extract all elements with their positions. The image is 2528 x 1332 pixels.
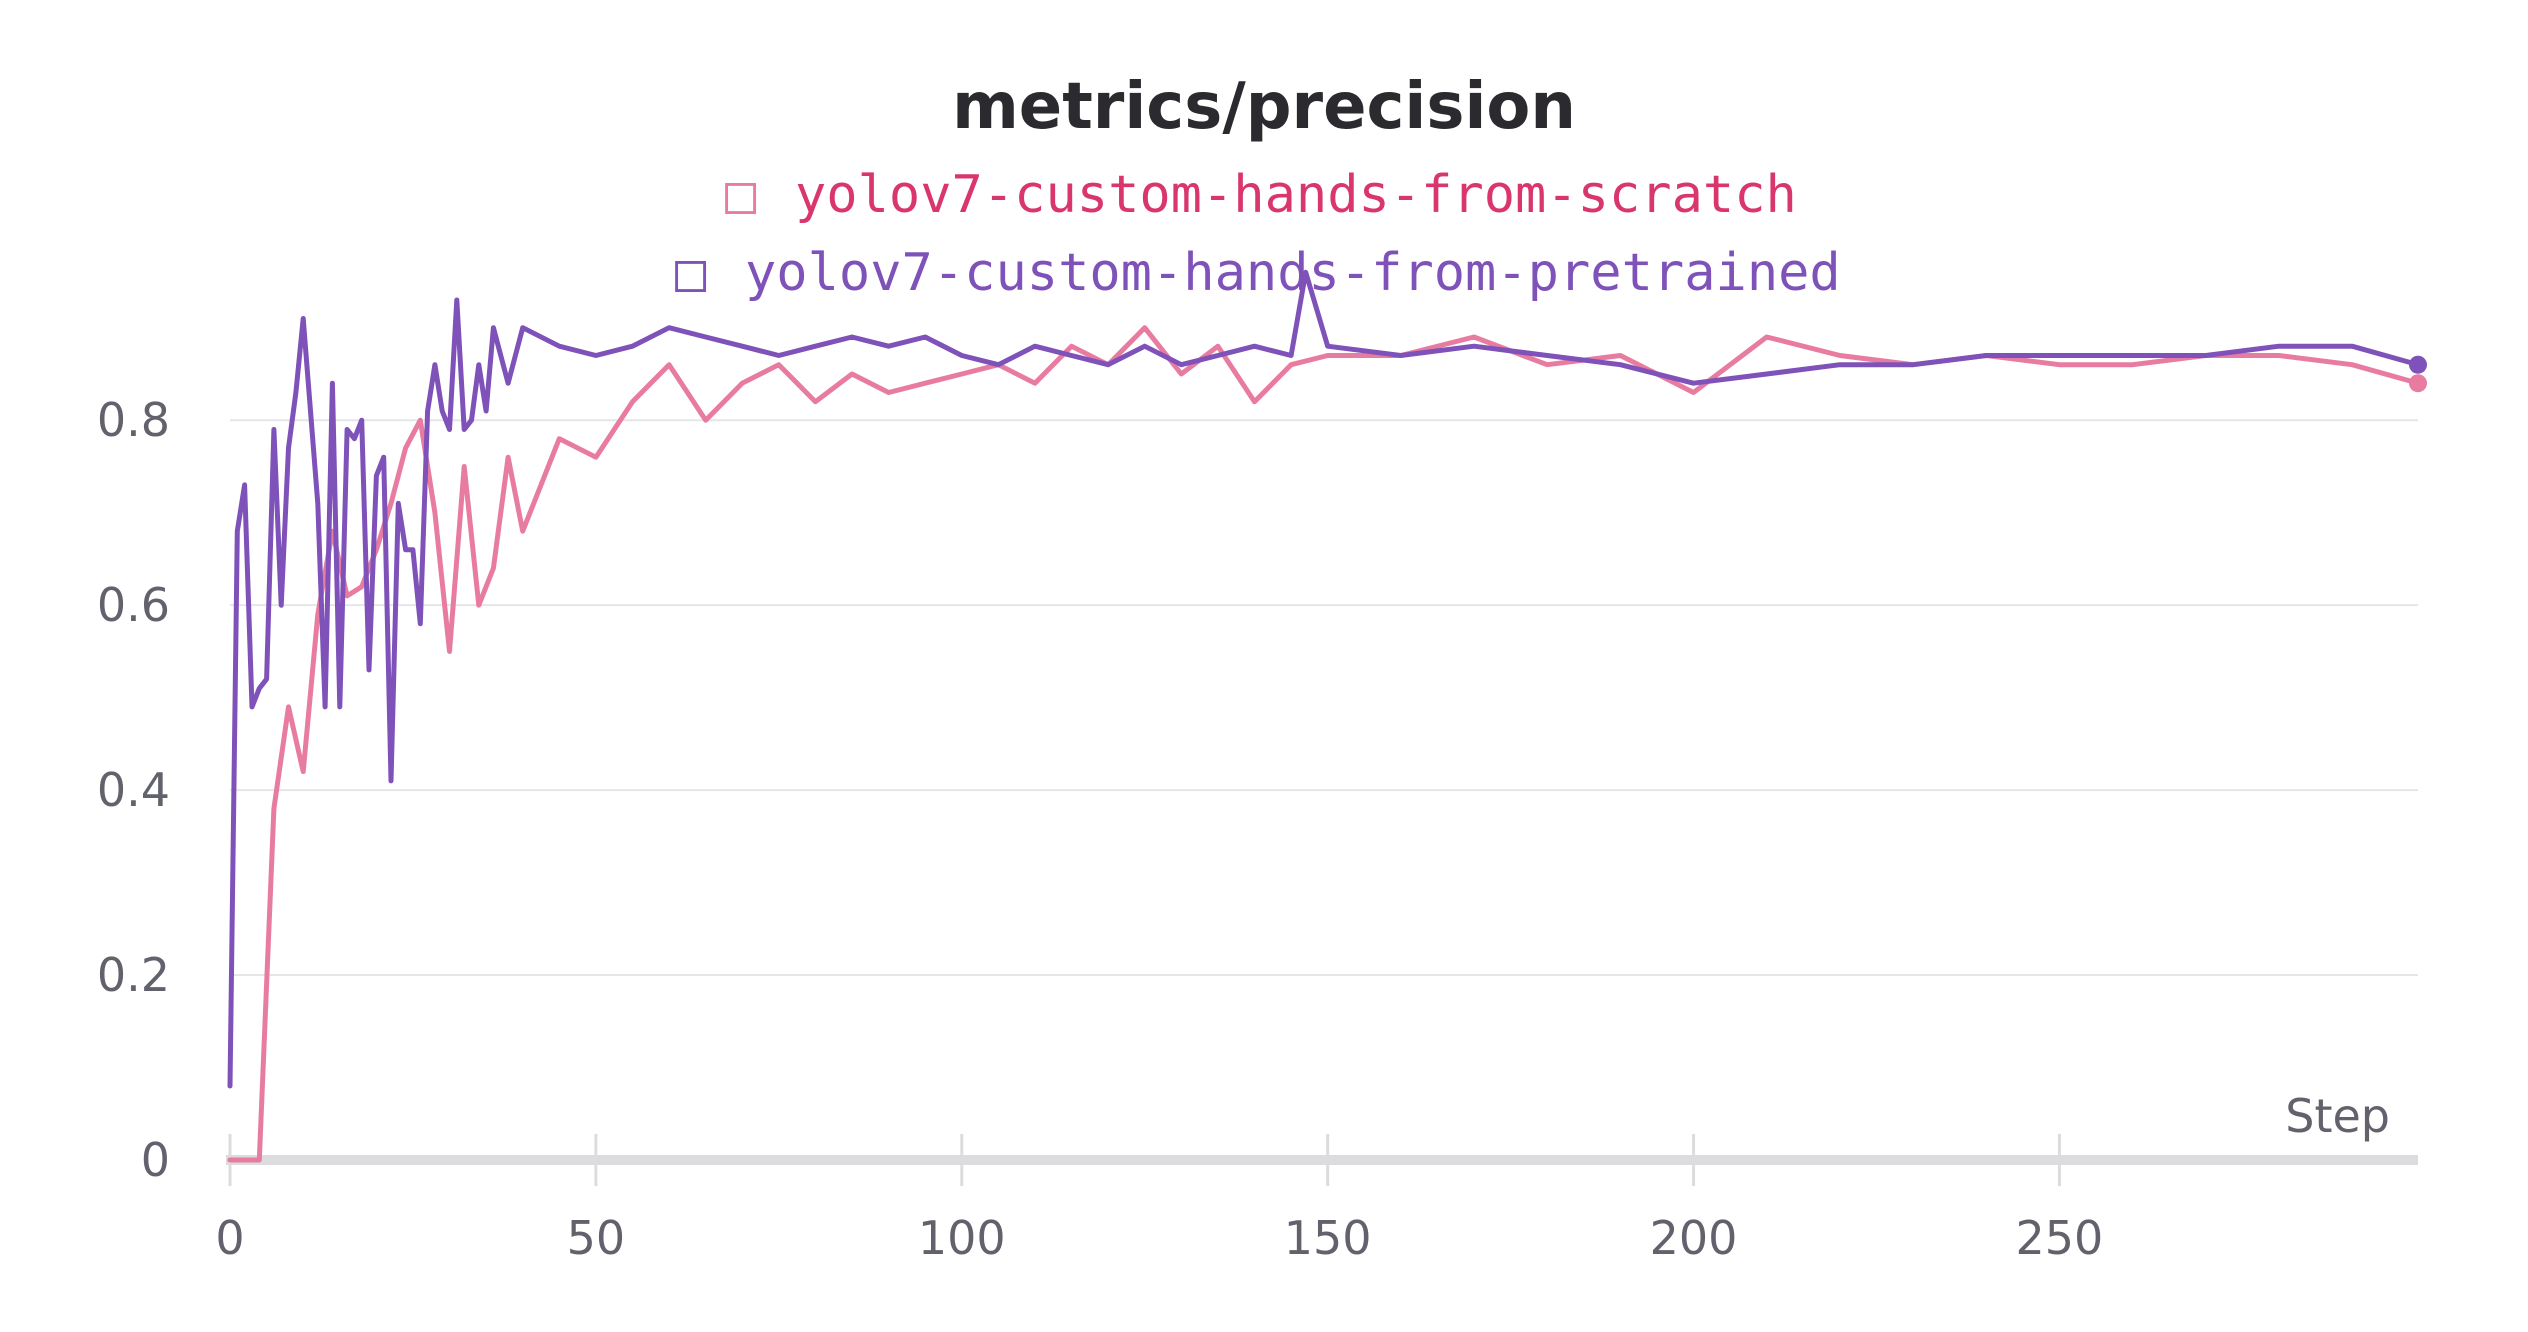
- x-axis-label: Step: [2285, 1089, 2390, 1143]
- legend-marker-pretrained-icon: □: [675, 243, 707, 303]
- series-line-scratch[interactable]: [227, 325, 2421, 1163]
- y-tick-label: 0.6: [97, 578, 170, 632]
- y-tick-label: 0.8: [97, 393, 170, 447]
- chart-title: metrics/precision: [952, 70, 1576, 144]
- x-tick-label: 100: [918, 1211, 1006, 1265]
- legend-label-scratch: yolov7-custom-hands-from-scratch: [795, 165, 1797, 225]
- series-end-point-scratch[interactable]: [2409, 374, 2427, 393]
- x-tick-label: 150: [1284, 1211, 1372, 1265]
- x-tick-label: 200: [1650, 1211, 1738, 1265]
- series-end-point-pretrained[interactable]: [2409, 355, 2427, 374]
- grid-lines: [230, 419, 2418, 977]
- legend-item-scratch[interactable]: □ yolov7-custom-hands-from-scratch: [725, 165, 1797, 225]
- legend: □ yolov7-custom-hands-from-scratch □ yol…: [675, 165, 1841, 303]
- series-layer: [227, 269, 2427, 1163]
- legend-item-pretrained[interactable]: □ yolov7-custom-hands-from-pretrained: [675, 243, 1841, 303]
- legend-marker-scratch-icon: □: [725, 165, 757, 225]
- legend-label-pretrained: yolov7-custom-hands-from-pretrained: [745, 243, 1841, 303]
- y-tick-label: 0.2: [97, 948, 170, 1002]
- x-tick-label: 50: [567, 1211, 626, 1265]
- y-tick-label: 0: [141, 1133, 170, 1187]
- y-tick-label: 0.4: [97, 763, 170, 817]
- y-axis: 0 0.2 0.4 0.6 0.8: [97, 393, 170, 1187]
- x-tick-label: 0: [215, 1211, 244, 1265]
- series-line-pretrained[interactable]: [227, 269, 2421, 1089]
- x-axis: 0 50 100 150 200 250: [215, 1134, 2418, 1265]
- x-tick-label: 250: [2016, 1211, 2104, 1265]
